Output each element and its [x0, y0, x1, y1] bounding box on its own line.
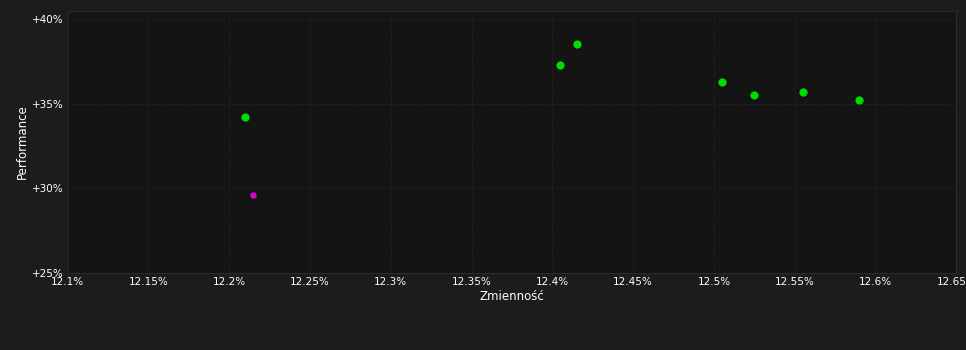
Y-axis label: Performance: Performance [15, 104, 29, 179]
X-axis label: Zmienność: Zmienność [479, 290, 545, 303]
Point [795, 89, 810, 95]
Point [747, 92, 762, 98]
Point [553, 62, 568, 68]
Point [245, 192, 261, 198]
Point [714, 79, 729, 84]
Point [238, 114, 253, 120]
Point [852, 97, 867, 103]
Point [569, 42, 584, 47]
